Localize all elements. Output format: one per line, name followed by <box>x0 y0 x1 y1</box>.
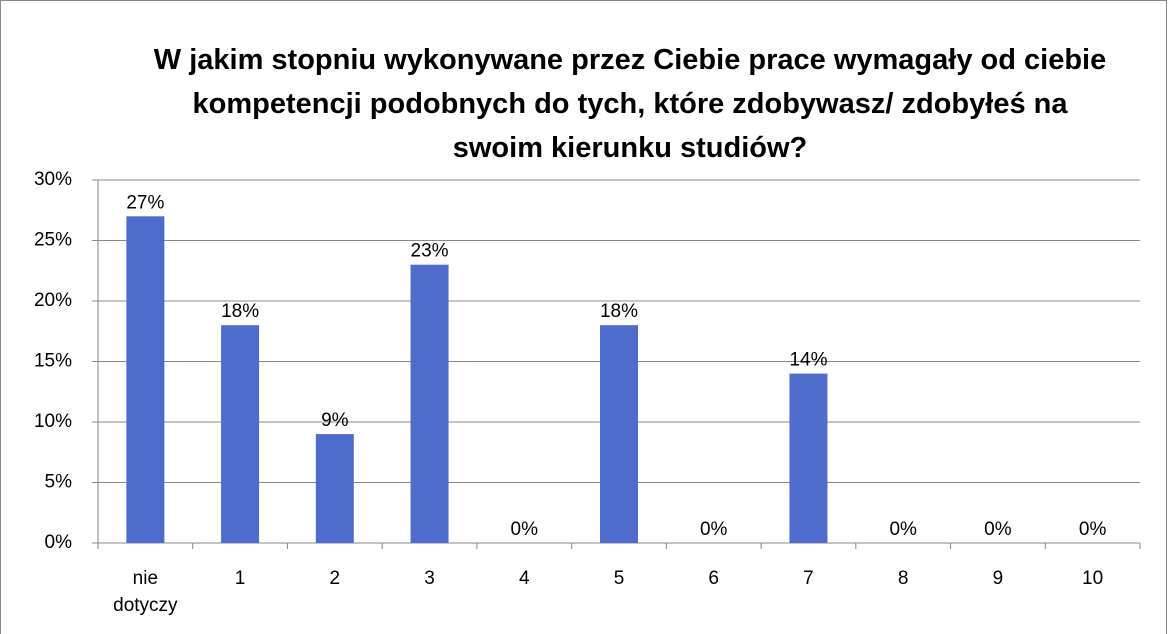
bar <box>789 373 828 543</box>
data-label: 18% <box>221 301 259 322</box>
x-tick-label: nie dotyczy <box>113 568 178 616</box>
data-label: 0% <box>511 519 539 540</box>
x-tick-label: 10 <box>1082 568 1104 589</box>
bar <box>600 325 638 543</box>
x-tick-label: 6 <box>708 568 719 589</box>
x-tick-label: 2 <box>329 568 341 589</box>
data-label: 27% <box>126 192 164 213</box>
bar <box>410 264 449 543</box>
data-label: 18% <box>600 301 638 322</box>
y-tick-label: 25% <box>34 230 72 251</box>
data-label: 0% <box>1079 519 1107 540</box>
data-label: 0% <box>700 519 728 540</box>
x-tick-label: 3 <box>424 568 435 589</box>
x-tick-label: 5 <box>613 568 625 589</box>
x-tick-label: 7 <box>803 568 814 589</box>
x-tick-label: 9 <box>992 568 1004 589</box>
x-tick-label: 8 <box>897 568 909 589</box>
chart-title: W jakim stopniu wykonywane przez Ciebie … <box>153 44 1107 164</box>
data-label: 23% <box>411 241 449 262</box>
bar <box>126 216 165 544</box>
bar <box>315 434 354 543</box>
y-tick-label: 10% <box>34 411 72 432</box>
y-tick-label: 15% <box>34 351 72 372</box>
y-tick-label: 20% <box>34 290 72 311</box>
bar <box>221 325 260 543</box>
data-label: 9% <box>321 410 349 431</box>
x-tick-label: 4 <box>518 568 530 589</box>
y-tick-label: 0% <box>45 532 73 553</box>
data-label: 0% <box>984 519 1012 540</box>
data-label: 0% <box>889 519 917 540</box>
x-tick-label: 1 <box>234 568 246 589</box>
y-tick-label: 30% <box>34 169 72 190</box>
y-tick-label: 5% <box>45 472 73 493</box>
data-label: 14% <box>789 350 827 371</box>
